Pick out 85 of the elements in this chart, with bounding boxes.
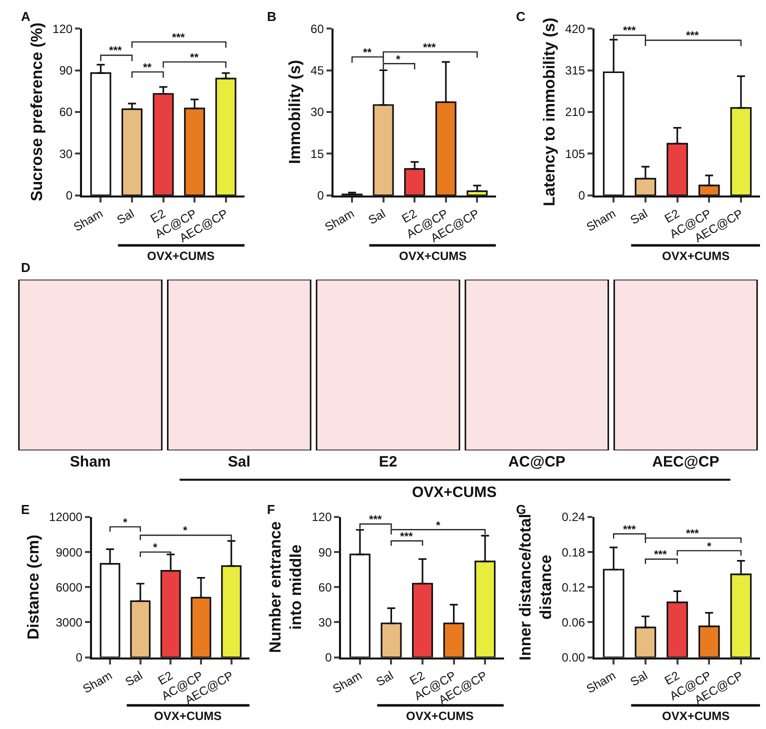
y-tick-label: 0: [76, 650, 83, 664]
annotation: ***: [654, 549, 668, 561]
y-tick-label: 90: [59, 63, 73, 78]
x-tick-label: Sham: [322, 206, 357, 234]
x-tick-label: Sal: [122, 668, 145, 690]
category-label: AEC@CP: [652, 453, 720, 470]
x-tick-label: Sal: [628, 668, 650, 690]
y-tick-label: 0: [325, 650, 332, 664]
category-label: Sham: [70, 453, 111, 470]
annotation: *: [396, 54, 401, 66]
y-tick-label: 60: [318, 580, 332, 594]
annotation: ***: [423, 42, 437, 54]
category-label: Sal: [228, 453, 250, 470]
y-tick-label: 45: [310, 63, 324, 78]
text: OVX+CUMS: [412, 484, 497, 501]
y-tick-label: 420: [565, 22, 586, 36]
text: OVX+CUMS: [662, 249, 730, 263]
y-tick-label: 12000: [49, 510, 83, 524]
x-tick-label: Sal: [628, 206, 650, 228]
text: D: [21, 260, 30, 275]
y-tick-label: 6000: [56, 580, 83, 594]
annotation: *: [707, 541, 712, 553]
y-tick-label: 9000: [56, 545, 83, 560]
chart-title: C: [516, 9, 526, 24]
annotation: ***: [369, 514, 383, 526]
y-axis-title: Number entrance into middle: [267, 521, 306, 653]
y-tick-label: 0.12: [562, 580, 586, 594]
x-tick-label: Sal: [374, 668, 396, 690]
y-tick-label: 120: [312, 510, 332, 524]
annotation: **: [143, 62, 152, 74]
text: OVX+CUMS: [399, 249, 467, 263]
y-axis-title: Distance (cm): [25, 534, 42, 640]
y-tick-label: 105: [565, 146, 586, 161]
annotation: ***: [172, 32, 186, 44]
x-tick-label: Sal: [366, 206, 388, 228]
annotation: *: [153, 542, 158, 554]
y-tick-label: 60: [59, 105, 73, 120]
annotation: **: [190, 52, 200, 64]
y-axis-title: Sucrose preference (%): [28, 22, 46, 202]
y-tick-label: 0: [317, 188, 324, 203]
annotation: ***: [686, 30, 700, 42]
y-tick-label: 315: [565, 63, 586, 78]
y-tick-label: 0.24: [562, 510, 586, 524]
y-tick-label: 30: [310, 105, 324, 120]
annotation: **: [363, 47, 372, 59]
y-tick-label: 0.00: [562, 650, 586, 664]
x-tick-label: Sham: [71, 206, 106, 234]
chart-title: B: [267, 9, 276, 24]
y-tick-label: 90: [318, 545, 332, 560]
y-tick-label: 60: [310, 22, 324, 36]
annotation: *: [123, 517, 128, 529]
y-tick-label: 0.06: [562, 615, 586, 630]
y-tick-label: 120: [52, 22, 73, 36]
category-label: AC@CP: [508, 453, 566, 470]
annotation: ***: [400, 531, 414, 543]
annotation: *: [183, 525, 188, 537]
y-tick-label: 0: [66, 188, 73, 203]
annotation: *: [436, 520, 441, 532]
y-axis-title: Immobility (s): [286, 60, 304, 164]
x-tick-label: Sham: [584, 206, 618, 234]
y-tick-label: 30: [318, 615, 332, 630]
y-axis-title: Latency to immobility (s): [541, 18, 558, 206]
text: OVX+CUMS: [662, 709, 730, 723]
x-tick-label: Sham: [584, 668, 618, 696]
annotation: ***: [686, 528, 700, 540]
y-tick-label: 15: [310, 146, 324, 161]
text: OVX+CUMS: [154, 709, 222, 723]
chart-title: F: [267, 502, 275, 517]
category-label: E2: [378, 453, 398, 470]
y-tick-label: 30: [59, 146, 73, 161]
chart-title: E: [21, 502, 30, 517]
x-tick-label: Sal: [114, 206, 137, 228]
x-tick-label: Sham: [330, 668, 364, 696]
y-tick-label: 3000: [56, 615, 83, 630]
y-tick-label: 0: [578, 188, 586, 203]
annotation: ***: [623, 524, 637, 536]
annotation: ***: [623, 25, 637, 37]
annotation: ***: [109, 45, 123, 57]
y-tick-label: 0.18: [562, 545, 586, 560]
x-tick-label: Sham: [80, 668, 115, 696]
chart-title: A: [21, 9, 31, 24]
text: OVX+CUMS: [147, 249, 215, 263]
y-axis-title: Inner distance/total distance: [517, 514, 556, 660]
y-tick-label: 210: [565, 105, 586, 120]
text: OVX+CUMS: [406, 709, 474, 723]
